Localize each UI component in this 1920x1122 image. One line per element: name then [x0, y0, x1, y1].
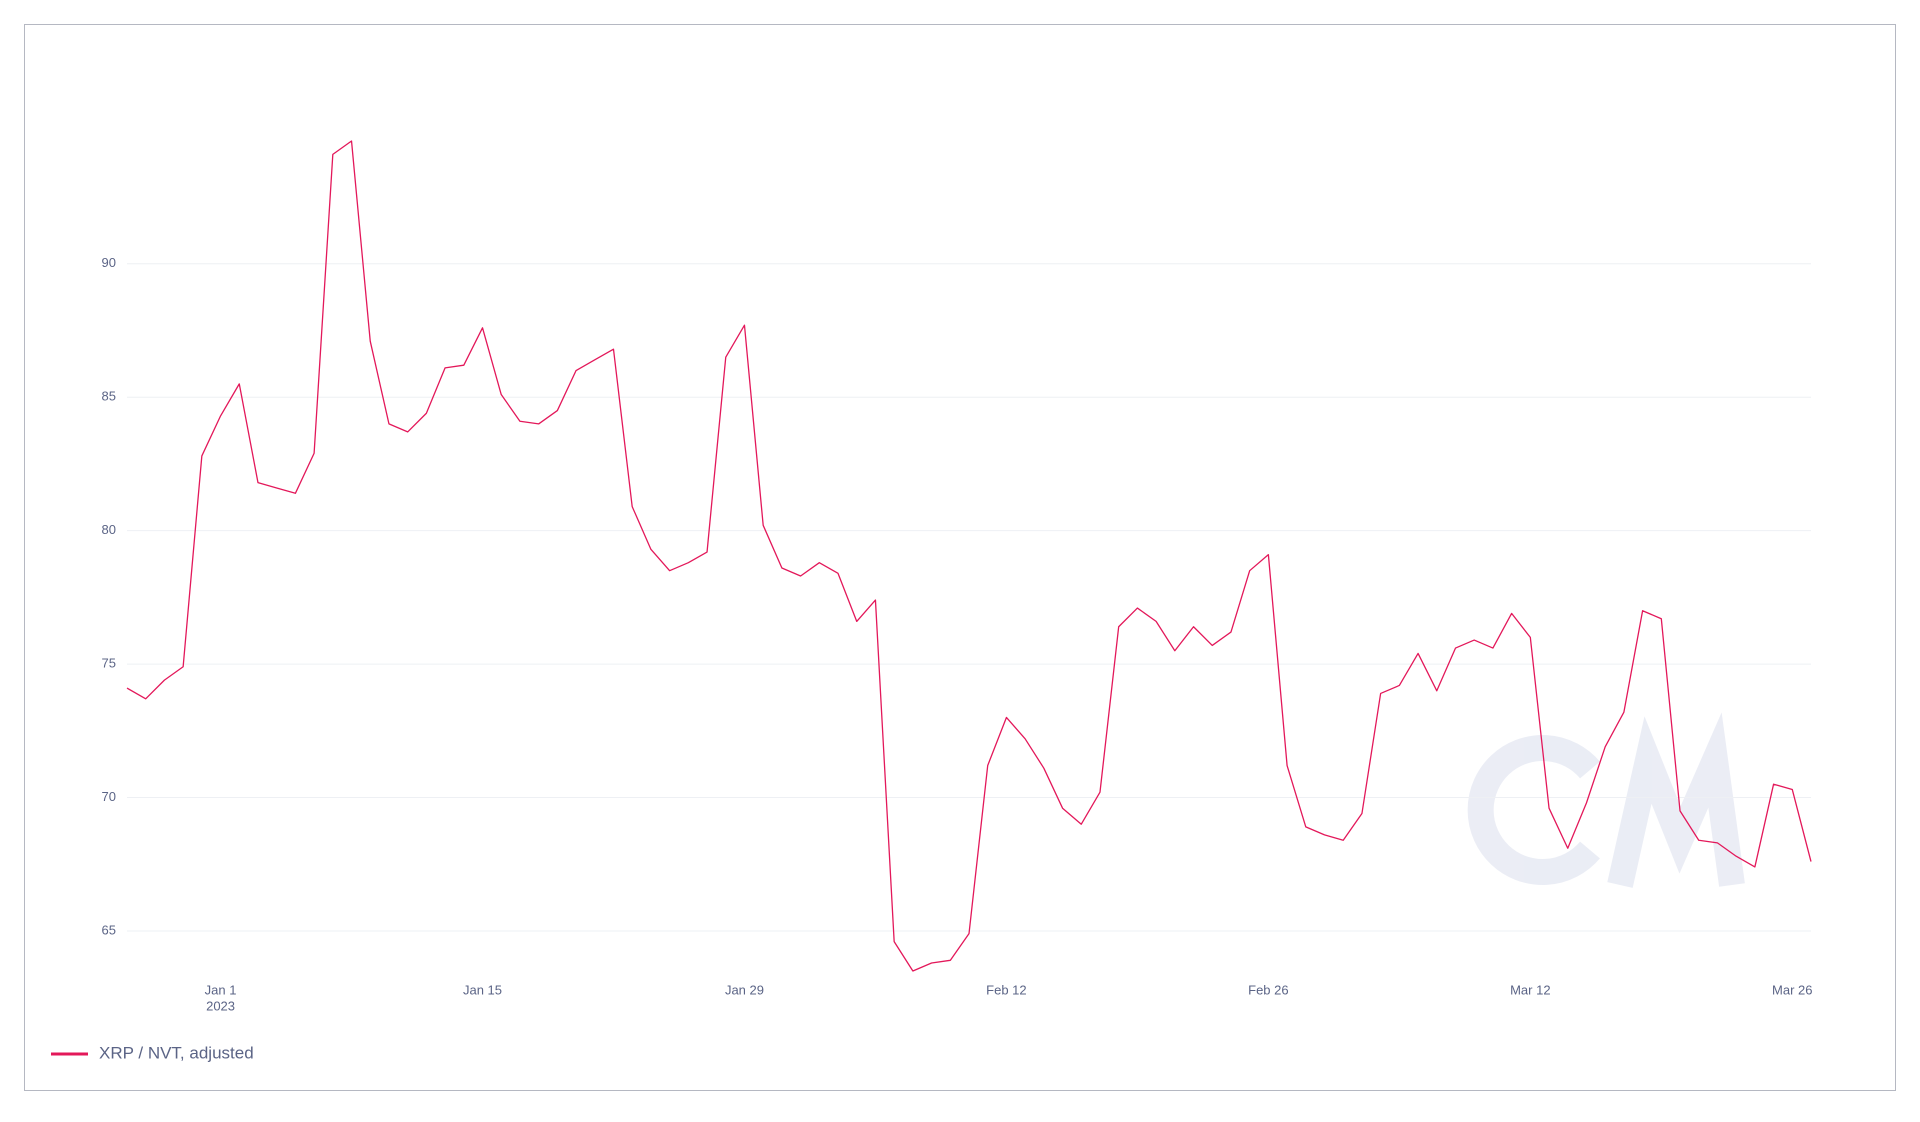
- x-tick-label: Jan 15: [463, 982, 502, 997]
- x-tick-label: Feb 26: [1248, 982, 1288, 997]
- y-tick-label: 70: [102, 789, 116, 804]
- y-tick-label: 90: [102, 255, 116, 270]
- watermark-m: [1607, 712, 1745, 888]
- x-tick-label: Feb 12: [986, 982, 1026, 997]
- x-tick-label: Jan 1: [205, 982, 237, 997]
- watermark-c: [1467, 735, 1600, 885]
- x-tick-label: Jan 29: [725, 982, 764, 997]
- watermark: [1467, 712, 1745, 888]
- y-tick-label: 75: [102, 656, 116, 671]
- y-tick-label: 80: [102, 522, 116, 537]
- y-tick-label: 65: [102, 922, 116, 937]
- x-tick-label: Mar 26: [1772, 982, 1812, 997]
- x-tick-label: 2023: [206, 998, 235, 1013]
- legend-text: XRP / NVT, adjusted: [99, 1043, 254, 1062]
- chart-frame: [24, 24, 1896, 1091]
- x-tick-label: Mar 12: [1510, 982, 1550, 997]
- y-tick-label: 85: [102, 389, 116, 404]
- data-line: [126, 140, 1812, 972]
